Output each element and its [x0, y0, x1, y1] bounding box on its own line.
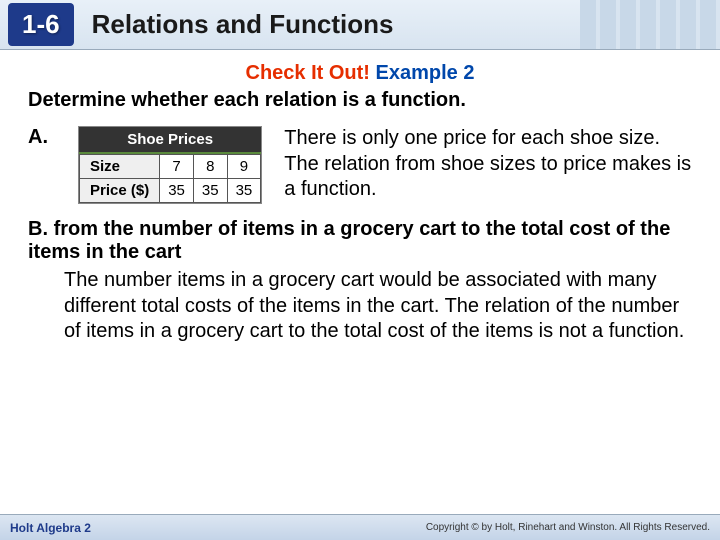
slide-content: Check It Out! Example 2 Determine whethe… — [0, 50, 720, 345]
table-title: Shoe Prices — [79, 127, 261, 154]
row-label: Price ($) — [80, 179, 160, 203]
part-a-explanation: There is only one price for each shoe si… — [284, 126, 692, 204]
callout-line: Check It Out! Example 2 — [28, 62, 692, 85]
part-b-label: B. — [28, 218, 48, 240]
part-b-title: from the number of items in a grocery ca… — [28, 218, 670, 263]
prompt-text: Determine whether each relation is a fun… — [28, 89, 692, 112]
footer-left: Holt Algebra 2 — [10, 521, 91, 535]
cell: 7 — [160, 155, 194, 179]
section-badge: 1-6 — [8, 3, 74, 46]
cell: 35 — [160, 179, 194, 203]
table-row: Price ($) 35 35 35 — [80, 179, 261, 203]
part-b-heading: B. from the number of items in a grocery… — [28, 218, 692, 264]
callout-red: Check It Out! — [246, 62, 370, 84]
shoe-prices-table: Shoe Prices Size 7 8 9 Price ($) 35 35 3… — [78, 126, 262, 204]
cell: 35 — [193, 179, 227, 203]
section-title: Relations and Functions — [92, 9, 394, 40]
row-label: Size — [80, 155, 160, 179]
footer-bar: Holt Algebra 2 Copyright © by Holt, Rine… — [0, 514, 720, 540]
cell: 8 — [193, 155, 227, 179]
header-bar: 1-6 Relations and Functions — [0, 0, 720, 50]
callout-blue: Example 2 — [376, 62, 475, 84]
part-a: A. Shoe Prices Size 7 8 9 Price ($) 35 3… — [28, 126, 692, 204]
footer-right: Copyright © by Holt, Rinehart and Winsto… — [426, 522, 710, 533]
part-b-explanation: The number items in a grocery cart would… — [28, 268, 692, 345]
part-a-label: A. — [28, 126, 56, 204]
cell: 9 — [227, 155, 261, 179]
table-row: Size 7 8 9 — [80, 155, 261, 179]
cell: 35 — [227, 179, 261, 203]
